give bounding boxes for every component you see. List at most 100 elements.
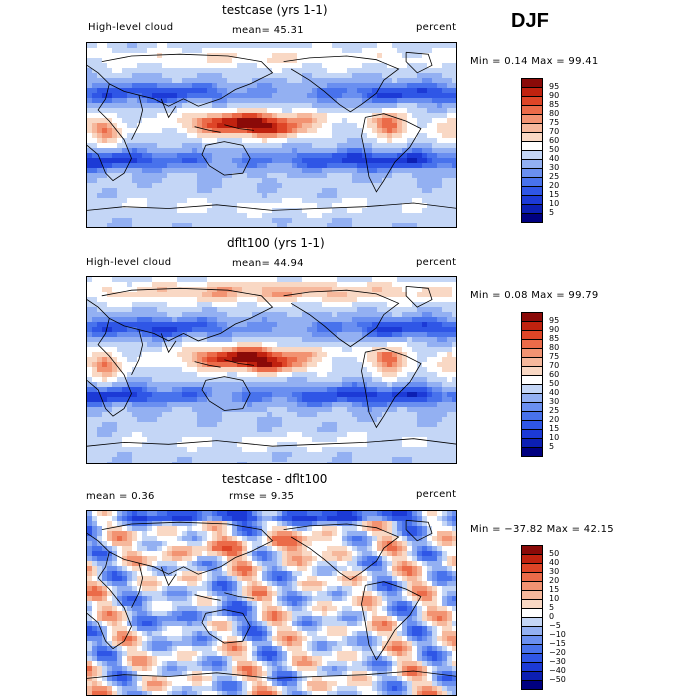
panel-2-units: percent [416, 257, 457, 268]
coastline [405, 51, 433, 74]
colorbar-tick-label: −20 [549, 648, 566, 657]
panel-1-map [86, 42, 457, 228]
coastline [194, 594, 221, 601]
coastline [101, 521, 274, 575]
colorbar-tick-label: −30 [549, 657, 566, 666]
colorbar-tick-label: 60 [549, 136, 560, 145]
colorbar-tick-label: 80 [549, 109, 560, 118]
coastline [361, 347, 422, 429]
colorbar-tick-label: 5 [549, 208, 555, 217]
panel-2-minmax: Min = 0.08 Max = 99.79 [470, 290, 599, 301]
panel-1-map-field [87, 43, 456, 227]
colorbar-tick-label: 40 [549, 558, 560, 567]
panel-1-minmax: Min = 0.14 Max = 99.41 [470, 56, 599, 67]
colorbar-tick-label: 85 [549, 334, 560, 343]
coastline [201, 141, 251, 176]
coastline [87, 299, 132, 417]
colorbar-tick-label: 40 [549, 154, 560, 163]
colorbar-tick-label: 10 [549, 433, 560, 442]
coastline [87, 438, 456, 447]
coastline [101, 287, 274, 342]
panel-2-title: dflt100 (yrs 1-1) [227, 236, 325, 250]
colorbar-tick-label: −15 [549, 639, 566, 648]
colorbar-tick-label: 80 [549, 343, 560, 352]
panel-3-colorbar: 50 40 30 20 15 10 5 0 −5 −10 −15 −20 −30 −40 −50 [521, 545, 566, 690]
colorbar-tick-label: 50 [549, 379, 560, 388]
coastline [224, 124, 255, 131]
coastline [109, 318, 144, 375]
coastline [194, 361, 221, 368]
coastline [160, 333, 177, 354]
colorbar-tick-label: 60 [549, 370, 560, 379]
coastline [160, 566, 177, 587]
colorbar-tick-label: 30 [549, 163, 560, 172]
panel-3-mean: mean = 0.36 [86, 491, 155, 502]
colorbar-tick-label: 50 [549, 549, 560, 558]
colorbar-tick-label: 70 [549, 361, 560, 370]
colorbar-tick-label: 70 [549, 127, 560, 136]
colorbar-tick-label: 20 [549, 181, 560, 190]
colorbar-tick-label: 15 [549, 424, 560, 433]
panel-2-mean: mean= 44.94 [232, 258, 304, 269]
colorbar-tick-label: 90 [549, 91, 560, 100]
coastline [201, 376, 251, 411]
colorbar-cell [521, 680, 543, 690]
coastline [283, 55, 400, 113]
panel-1-units: percent [416, 22, 457, 33]
panel-1-mean: mean= 45.31 [232, 25, 304, 36]
colorbar-cell [521, 213, 543, 223]
coastline [224, 359, 255, 366]
colorbar-tick-label: −40 [549, 666, 566, 675]
colorbar-tick-label: 25 [549, 172, 560, 181]
season-label: DJF [511, 10, 549, 32]
coastline [405, 519, 433, 542]
colorbar-tick-label: 10 [549, 199, 560, 208]
coastline [109, 83, 144, 140]
panel-3-units: percent [416, 489, 457, 500]
coastline [160, 98, 177, 119]
colorbar-tick-label: 25 [549, 406, 560, 415]
colorbar-tick-label: 40 [549, 388, 560, 397]
panel-2-map [86, 276, 457, 464]
colorbar-tick-label: 75 [549, 352, 560, 361]
panel-2-colorbar: 95 90 85 80 75 70 60 50 40 30 25 20 15 10 5 [521, 312, 559, 457]
colorbar-tick-label: 95 [549, 82, 560, 91]
panel-3-title: testcase - dflt100 [222, 472, 328, 486]
panel-2-map-field [87, 277, 456, 463]
colorbar-tick-label: 30 [549, 397, 560, 406]
coastline [87, 670, 456, 679]
colorbar-tick-label: −5 [549, 621, 561, 630]
coastline [201, 609, 251, 644]
colorbar-tick-label: 75 [549, 118, 560, 127]
coastline [87, 202, 456, 211]
coastline [101, 53, 274, 107]
colorbar-tick-label: 15 [549, 190, 560, 199]
colorbar-tick-label: 85 [549, 100, 560, 109]
coastline [224, 592, 255, 599]
panel-3-minmax: Min = −37.82 Max = 42.15 [470, 524, 614, 535]
colorbar-tick-label: 10 [549, 594, 560, 603]
colorbar-tick-label: 0 [549, 612, 555, 621]
colorbar-tick-label: 15 [549, 585, 560, 594]
panel-3-rmse: rmse = 9.35 [229, 491, 295, 502]
coastline [109, 551, 144, 608]
panel-1-variable: High-level cloud [88, 22, 174, 33]
colorbar-tick-label: 30 [549, 567, 560, 576]
colorbar-tick-label: 5 [549, 603, 555, 612]
panel-1-title: testcase (yrs 1-1) [222, 3, 328, 17]
panel-3-map-field [87, 511, 456, 695]
colorbar-tick-label: 50 [549, 145, 560, 154]
panel-1-colorbar: 95 90 85 80 75 70 60 50 40 30 25 20 15 10 5 [521, 78, 559, 223]
panel-2-variable: High-level cloud [86, 257, 172, 268]
coastline [361, 581, 422, 661]
colorbar-tick-label: 20 [549, 576, 560, 585]
panel-3-map [86, 510, 457, 696]
coastline [283, 289, 400, 348]
coastline [361, 113, 422, 193]
colorbar-tick-label: −50 [549, 675, 566, 684]
colorbar-tick-label: −10 [549, 630, 566, 639]
colorbar-cell [521, 447, 543, 457]
coastline [405, 286, 433, 308]
colorbar-tick-label: 95 [549, 316, 560, 325]
colorbar-tick-label: 90 [549, 325, 560, 334]
